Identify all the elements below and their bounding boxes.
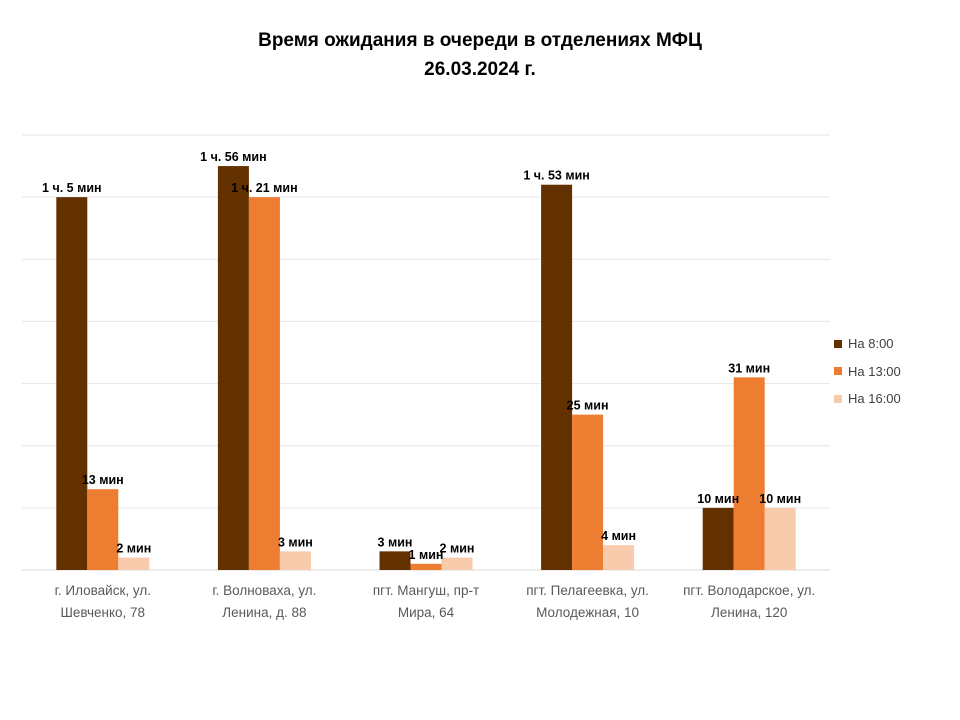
- bar: [87, 489, 119, 570]
- bar: [572, 414, 604, 570]
- gridlines: [22, 134, 830, 571]
- legend: На 8:00 На 13:00 На 16:00: [834, 330, 901, 413]
- bar: [541, 184, 573, 570]
- x-tick-label: Мира, 64: [398, 605, 455, 620]
- x-tick-label: г. Иловайск, ул.: [55, 583, 151, 598]
- x-tick-label: пгт. Володарское, ул.: [683, 583, 815, 598]
- legend-label: На 13:00: [848, 363, 901, 379]
- bar-labels: 1 ч. 5 мин 13 мин 2 мин 1 ч. 56 мин 1 ч. 21 …: [42, 150, 801, 562]
- bar: [410, 563, 442, 570]
- x-tick-label: Молодежная, 10: [536, 605, 639, 620]
- legend-label: На 16:00: [848, 391, 901, 407]
- x-tick-label: Шевченко, 78: [61, 605, 146, 620]
- legend-swatch: [834, 394, 842, 403]
- bar-data-label: 10 мин: [697, 492, 739, 506]
- bar-data-label: 13 мин: [82, 473, 124, 487]
- bar-data-label: 1 мин: [409, 548, 444, 562]
- bar: [217, 166, 249, 571]
- legend-swatch: [834, 367, 842, 376]
- bar: [56, 197, 88, 570]
- legend-item: На 13:00: [834, 358, 901, 386]
- legend-swatch: [834, 339, 842, 348]
- bar-data-label: 10 мин: [759, 492, 801, 506]
- bar: [118, 557, 150, 570]
- bar-data-label: 1 ч. 53 мин: [523, 169, 590, 183]
- bar-data-label: 4 мин: [601, 529, 636, 543]
- bar-data-label: 3 мин: [378, 535, 413, 549]
- bar-data-label: 25 мин: [567, 399, 609, 413]
- bar: [441, 557, 473, 570]
- x-tick-label: пгт. Мангуш, пр-т: [373, 583, 479, 598]
- bar: [764, 507, 796, 570]
- x-tick-label: пгт. Пелагеевка, ул.: [526, 583, 649, 598]
- bar-data-label: 31 мин: [728, 361, 770, 375]
- x-tick-label: г. Волноваха, ул.: [212, 583, 316, 598]
- bar-data-label: 2 мин: [440, 542, 475, 556]
- bar-data-label: 1 ч. 21 мин: [231, 181, 298, 195]
- x-tick-label: Ленина, 120: [711, 605, 787, 620]
- bar: [279, 551, 311, 570]
- x-tick-labels: г. Иловайск, ул. Шевченко, 78 г. Волноваха…: [55, 583, 816, 620]
- bar-data-label: 1 ч. 5 мин: [42, 181, 102, 195]
- legend-item: На 16:00: [834, 385, 901, 413]
- bar: [702, 507, 734, 570]
- bar: [248, 197, 280, 570]
- chart-title: Время ожидания в очереди в отделениях МФ…: [258, 30, 702, 51]
- bar-data-label: 2 мин: [116, 542, 151, 556]
- bar-data-label: 1 ч. 56 мин: [200, 150, 267, 164]
- bar: [733, 377, 765, 570]
- bars: [56, 166, 796, 571]
- chart-date: 26.03.2024 г.: [424, 59, 536, 80]
- bar: [379, 551, 411, 570]
- bar: [603, 545, 635, 570]
- legend-item: На 8:00: [834, 330, 901, 358]
- legend-label: На 8:00: [848, 336, 894, 352]
- x-tick-label: Ленина, д. 88: [222, 605, 306, 620]
- bar-data-label: 3 мин: [278, 535, 313, 549]
